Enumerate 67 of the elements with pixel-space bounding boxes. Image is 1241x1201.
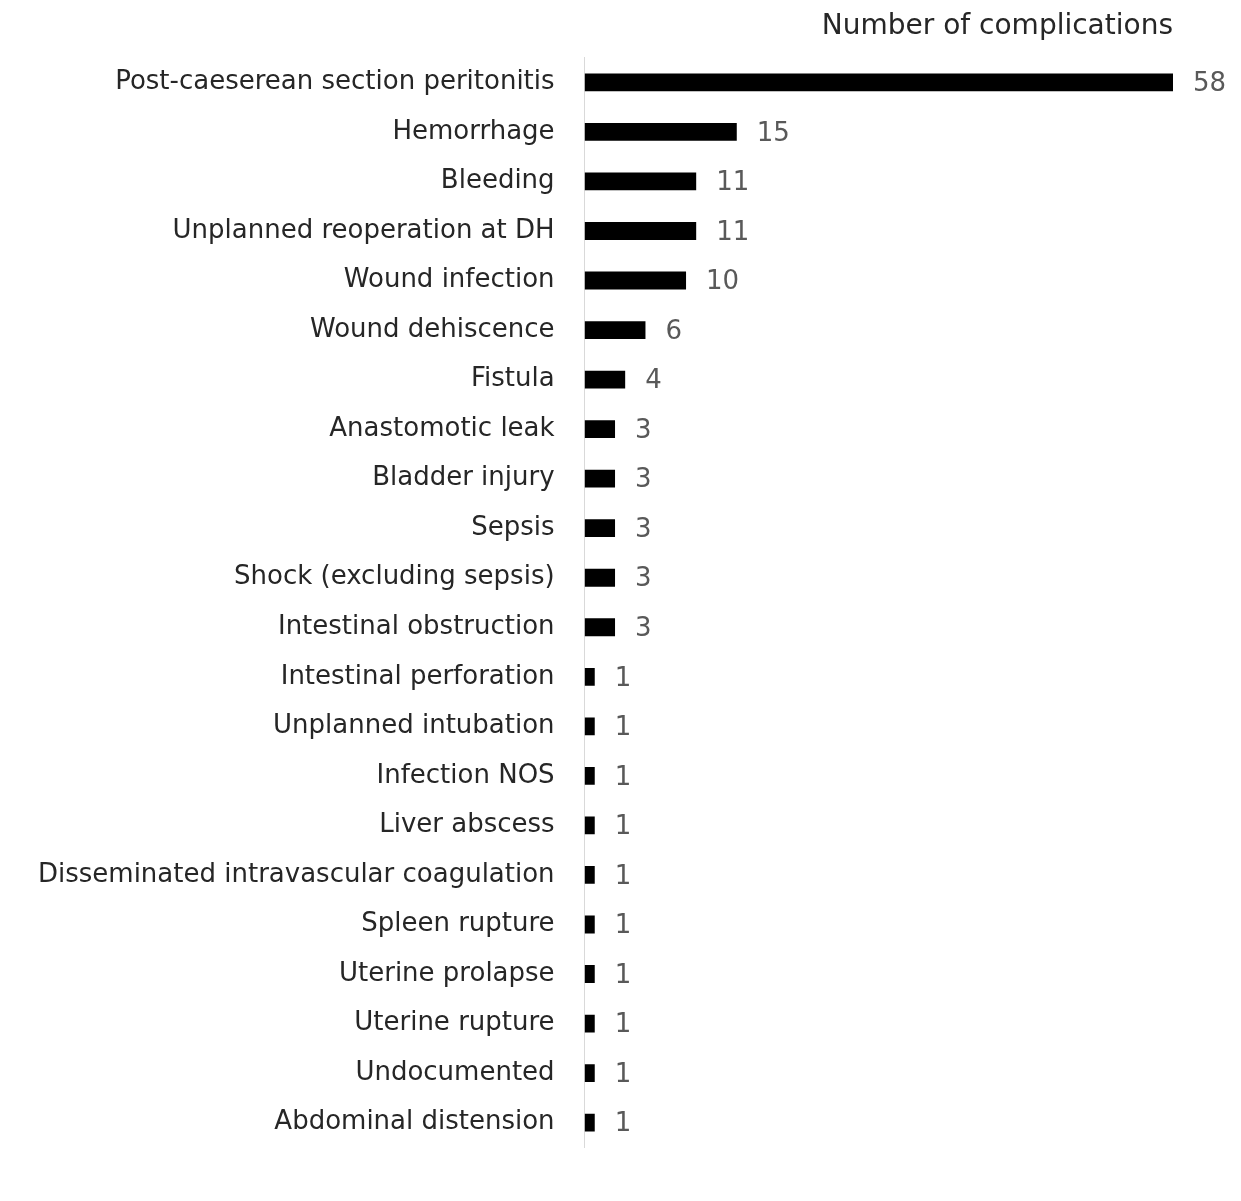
y-tick-label: Anastomotic leak [329,411,555,442]
data-label: 15 [756,116,790,147]
data-label: 1 [614,711,632,742]
data-label: 1 [614,810,632,841]
data-label: 6 [665,314,683,345]
data-label: 3 [635,463,652,494]
data-label: 1 [614,661,632,692]
data-label: 11 [716,215,750,246]
data-label: 1 [614,859,632,890]
data-label: 1 [614,1008,632,1039]
data-label: 1 [614,1107,632,1138]
bar [584,1064,595,1083]
y-tick-label: Bleeding [440,164,555,195]
data-label: 10 [706,265,740,296]
data-label: 1 [614,909,632,940]
bar [584,618,616,637]
bar [584,766,595,785]
y-tick-label: Shock (excluding sepsis) [233,560,555,591]
bar [584,1113,595,1132]
y-tick-label: Uterine rupture [354,1006,555,1037]
y-tick-label: Intestinal perforation [280,659,555,690]
y-tick-label: Intestinal obstruction [277,610,555,641]
data-label: 3 [635,562,652,593]
y-tick-label: Uterine prolapse [338,956,555,987]
y-tick-label: Bladder injury [372,461,555,492]
y-tick-label: Liver abscess [379,808,555,839]
data-label: 58 [1193,67,1227,98]
bar [584,965,595,983]
bar [584,73,1173,92]
data-label: 3 [635,512,652,543]
bar [584,469,616,488]
y-tick-label: Wound dehiscence [309,312,555,343]
data-label: 11 [716,166,750,197]
y-tick-label: Undocumented [355,1055,555,1086]
y-tick-label: Post-caeserean section peritonitis [115,65,555,96]
bar [584,866,595,884]
bar [584,519,616,538]
chart-title: Number of complications [821,8,1173,42]
bar [584,915,595,934]
bar [584,222,697,240]
data-label: 1 [614,760,632,791]
bar [584,172,697,191]
y-tick-label: Hemorrhage [392,114,555,145]
bar [584,420,616,439]
bar [584,321,646,339]
bar [584,370,626,389]
bar [584,271,687,290]
data-label: 3 [635,413,652,444]
bar [584,1014,595,1033]
bar [584,122,737,141]
bar [584,816,595,835]
data-label: 1 [614,1057,632,1088]
y-tick-label: Spleen rupture [361,907,555,938]
bar [584,568,616,587]
bar [584,717,595,736]
y-tick-label: Sepsis [471,510,555,541]
y-tick-label: Unplanned intubation [273,709,555,740]
bar [584,667,595,686]
y-tick-label: Fistula [470,362,555,393]
data-label: 1 [614,958,632,989]
y-tick-label: Wound infection [343,263,555,294]
y-tick-label: Unplanned reoperation at DH [172,213,555,244]
data-label: 3 [635,612,652,643]
data-label: 4 [645,364,662,395]
y-tick-label: Infection NOS [376,758,555,789]
y-tick-label: Disseminated intravascular coagulation [37,857,555,888]
y-tick-label: Abdominal distension [274,1105,555,1136]
